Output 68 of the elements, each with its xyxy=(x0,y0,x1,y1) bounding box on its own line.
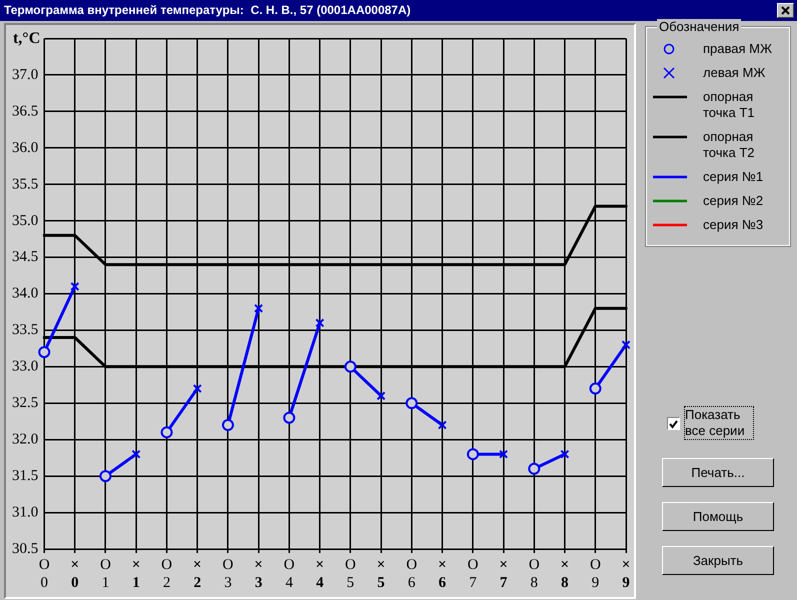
y-tick-label: 35.5 xyxy=(12,176,38,192)
legend-label: серия №2 xyxy=(702,193,764,209)
x-tick-label: × 7 xyxy=(499,556,508,591)
legend-label: серия №3 xyxy=(702,217,764,233)
point xyxy=(344,360,356,373)
y-tick-label: 32.0 xyxy=(12,432,38,448)
y-tick-label: 36.5 xyxy=(12,103,38,120)
point xyxy=(160,426,173,438)
legend-title: Обозначения xyxy=(657,19,742,34)
point xyxy=(222,419,234,432)
y-tick-label: 33.0 xyxy=(12,358,38,375)
point xyxy=(254,304,264,313)
x-tick-label: × 8 xyxy=(560,556,570,591)
x-tick-label: O 1 xyxy=(100,556,112,591)
x-tick-label: × 4 xyxy=(316,556,324,591)
legend-label: правая МЖ xyxy=(702,41,773,57)
point xyxy=(283,412,296,424)
x-tick-label: × 5 xyxy=(376,556,386,591)
y-tick-label: 31.5 xyxy=(12,468,38,484)
legend-label: опорная точка Т2 xyxy=(702,129,756,161)
point xyxy=(498,450,508,459)
x-tick-label: × 9 xyxy=(622,556,630,591)
point xyxy=(621,340,631,350)
x-tick-label: O 9 xyxy=(590,556,601,591)
point xyxy=(132,450,141,459)
text: Показать все серии xyxy=(684,406,754,440)
text: Печать... xyxy=(662,458,774,487)
x-tick-label: O 5 xyxy=(345,556,356,591)
point xyxy=(589,382,602,395)
x-tick-label: O 3 xyxy=(222,556,234,591)
legend-label: серия №1 xyxy=(702,169,764,185)
y-tick-label: 31.0 xyxy=(12,504,38,520)
x-tick-label: O 0 xyxy=(38,556,50,591)
legend-label: опорная точка Т1 xyxy=(702,89,756,121)
x-tick-label: × 3 xyxy=(254,556,263,591)
x-tick-label: O 6 xyxy=(406,556,418,591)
y-tick-label: 35.0 xyxy=(12,212,38,229)
point xyxy=(38,346,50,358)
point xyxy=(406,397,418,410)
point xyxy=(70,282,80,291)
chart-title: Термограмма внутренней температуры: С. Н. В., 57 (0001АА00087А) xyxy=(3,3,411,17)
point xyxy=(376,391,386,400)
point xyxy=(192,384,202,394)
point xyxy=(560,450,570,459)
x-tick-label: × 2 xyxy=(193,556,202,591)
y-tick-label: 32.5 xyxy=(12,395,38,412)
x-tick-label: × 1 xyxy=(132,556,140,591)
legend-label: левая МЖ xyxy=(702,65,766,81)
point xyxy=(315,318,324,328)
point xyxy=(438,420,447,430)
x-tick-label: × 0 xyxy=(70,556,80,591)
x-tick-label: O 4 xyxy=(284,556,295,591)
y-tick-label: 30.5 xyxy=(12,540,38,557)
x-tick-label: O 7 xyxy=(467,556,478,591)
y-tick-label: 34.0 xyxy=(12,286,38,302)
point xyxy=(528,462,540,475)
y-tick-label: 33.5 xyxy=(12,322,38,338)
y-axis-title: t,°C xyxy=(12,30,40,48)
x-tick-label: O 2 xyxy=(161,556,172,591)
point xyxy=(466,448,479,460)
text: Помощь xyxy=(662,502,774,531)
x-tick-label: O 8 xyxy=(528,556,540,591)
x-tick-label: × 6 xyxy=(438,556,447,591)
y-tick-label: 36.0 xyxy=(12,140,38,156)
y-tick-label: 37.0 xyxy=(12,66,38,83)
y-tick-label: 34.5 xyxy=(12,249,38,266)
point xyxy=(99,470,112,482)
text: Закрыть xyxy=(662,546,774,575)
